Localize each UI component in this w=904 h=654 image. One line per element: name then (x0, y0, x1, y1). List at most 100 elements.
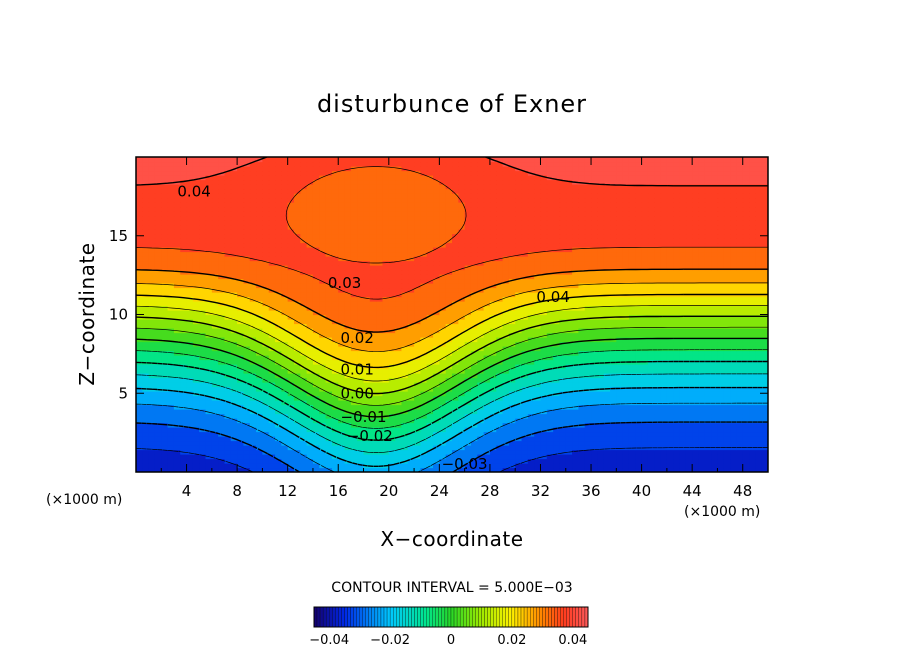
contour-cell (256, 445, 263, 451)
contour-cell (521, 382, 529, 388)
contour-cell (338, 467, 346, 472)
contour-cell (666, 467, 674, 472)
contour-cell (755, 310, 763, 316)
contour-cell (338, 386, 346, 392)
contour-cell (546, 368, 554, 374)
contour-cell (192, 265, 200, 271)
contour-cell (376, 328, 384, 334)
contour-cell (344, 256, 352, 262)
contour-cell (268, 332, 276, 338)
contour-cell (243, 328, 251, 334)
contour-cell (243, 251, 251, 257)
contour-cell (154, 377, 162, 383)
contour-cell (445, 386, 453, 392)
contour-cell (237, 364, 245, 370)
contour-cell (534, 355, 542, 361)
contour-cell (742, 463, 750, 469)
contour-cell (243, 436, 251, 442)
contour-cell (268, 260, 276, 266)
contour-cell (730, 431, 737, 437)
contour-cell (439, 467, 447, 472)
contour-cell (407, 454, 415, 460)
contour-cell (249, 251, 257, 257)
contour-cell (262, 463, 270, 469)
contour-cell (654, 332, 662, 338)
contour-cell (616, 395, 624, 401)
contour-cell (426, 355, 434, 361)
contour-cell (350, 341, 358, 347)
contour-cell (635, 301, 643, 307)
contour-cell (654, 427, 662, 433)
contour-cell (136, 404, 143, 410)
contour-cell (331, 301, 339, 307)
contour-cell (401, 368, 409, 374)
contour-cell (559, 337, 567, 343)
contour-cell (452, 449, 459, 455)
contour-cell (338, 247, 346, 253)
contour-cell (502, 431, 510, 437)
contour-cell (407, 269, 415, 275)
contour-cell (395, 463, 403, 469)
contour-cell (458, 346, 466, 352)
contour-cell (534, 436, 542, 442)
contour-cell (685, 440, 693, 446)
contour-cell (275, 355, 282, 361)
contour-cell (458, 391, 466, 397)
contour-cell (717, 269, 725, 275)
contour-cell (610, 427, 617, 433)
contour-cell (622, 310, 630, 316)
contour-cell (591, 359, 598, 365)
contour-cell (218, 368, 226, 374)
contour-cell (717, 373, 725, 379)
contour-cell (173, 310, 181, 316)
contour-cell (572, 323, 579, 329)
contour-cell (546, 418, 554, 424)
contour-cell (294, 400, 301, 406)
contour-cell (647, 350, 655, 356)
contour-cell (205, 467, 213, 472)
contour-cell (692, 251, 700, 257)
contour-cell (161, 319, 169, 325)
contour-cell (173, 454, 181, 460)
contour-cell (685, 323, 693, 329)
contour-cell (616, 355, 624, 361)
contour-cell (761, 350, 768, 356)
contour-cell (167, 368, 175, 374)
contour-cell (578, 454, 586, 460)
contour-cell (369, 413, 377, 419)
contour-cell (306, 409, 314, 415)
contour-cell (167, 251, 175, 257)
contour-cell (167, 310, 175, 316)
contour-cell (376, 247, 384, 253)
contour-cell (148, 355, 156, 361)
contour-cell (224, 422, 232, 428)
contour-cell (350, 305, 358, 311)
contour-cell (237, 314, 245, 320)
contour-cell (464, 269, 472, 275)
contour-cell (521, 449, 529, 455)
contour-cell (142, 310, 150, 316)
contour-cell (502, 251, 510, 257)
contour-cell (401, 265, 409, 271)
contour-cell (496, 418, 504, 424)
contour-cell (660, 296, 668, 302)
contour-cell (262, 274, 270, 280)
contour-cell (723, 346, 731, 352)
contour-cell (180, 445, 188, 451)
contour-cell (527, 382, 535, 388)
contour-cell (218, 395, 226, 401)
contour-cell (622, 386, 630, 392)
contour-cell (338, 440, 346, 446)
contour-cell (199, 449, 207, 455)
contour-cell (483, 404, 491, 410)
contour-cell (698, 391, 706, 397)
contour-cell (755, 350, 763, 356)
contour-cell (281, 305, 289, 311)
contour-cell (338, 418, 346, 424)
contour-cell (433, 301, 440, 307)
contour-cell (186, 332, 194, 338)
contour-cell (761, 269, 768, 275)
contour-cell (704, 323, 712, 329)
contour-cell (628, 269, 636, 275)
contour-cell (470, 467, 478, 472)
